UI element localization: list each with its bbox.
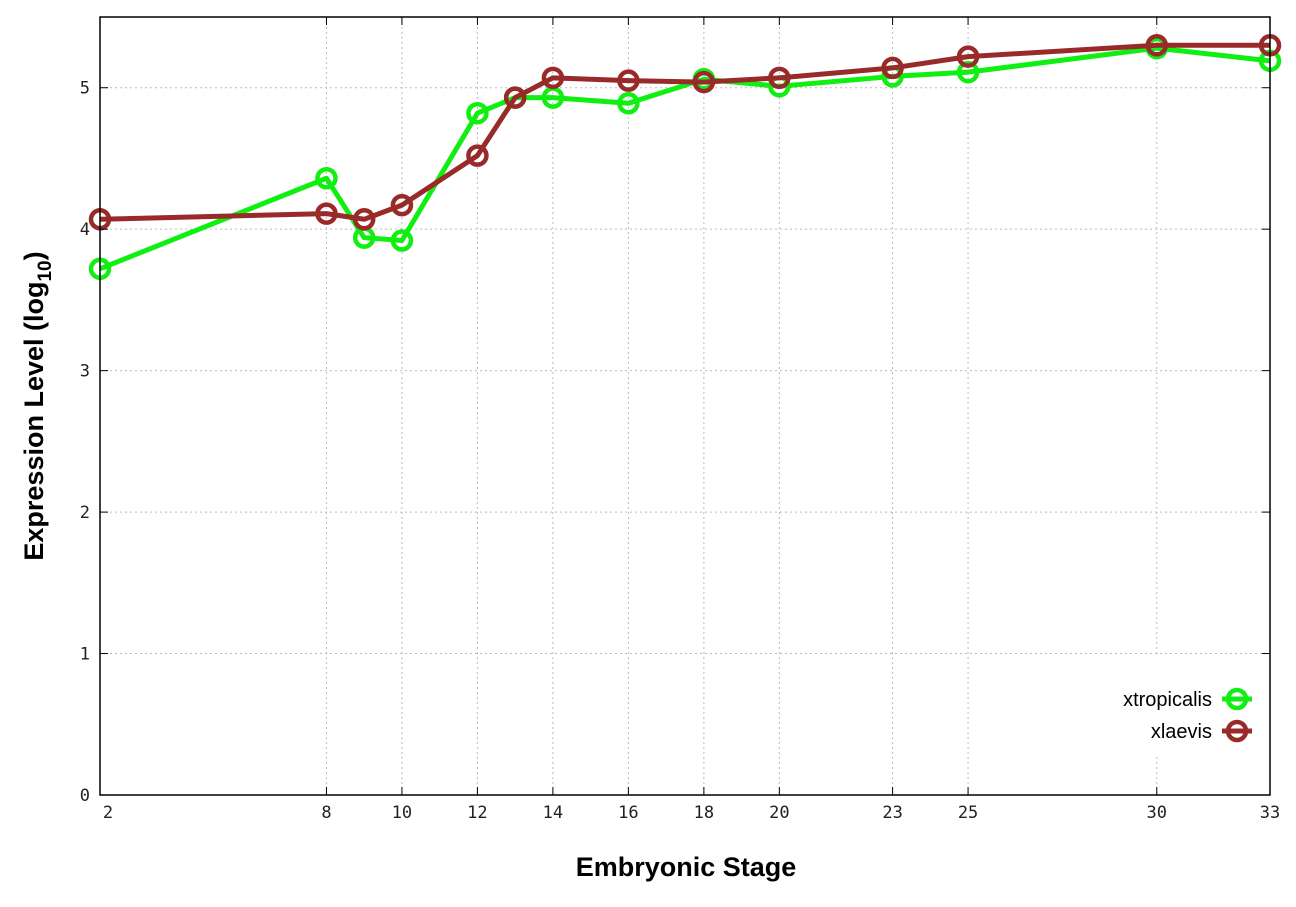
x-tick-label: 25 bbox=[958, 803, 978, 823]
data-point-xlaevis bbox=[956, 45, 980, 68]
data-point-xlaevis bbox=[541, 66, 565, 90]
data-point-xtropicalis bbox=[315, 167, 338, 190]
series-layer bbox=[88, 34, 1282, 281]
x-tick-label: 8 bbox=[321, 803, 331, 823]
series-xtropicalis bbox=[88, 36, 1282, 281]
x-tick-label: 2 bbox=[103, 803, 113, 823]
legend-marker-xtropicalis bbox=[1225, 687, 1249, 711]
data-point-xlaevis bbox=[390, 193, 414, 217]
x-tick-label: 14 bbox=[543, 803, 563, 823]
data-point-xlaevis bbox=[768, 66, 791, 90]
y-tick-label: 0 bbox=[80, 786, 90, 806]
plot-border bbox=[99, 16, 1271, 796]
data-point-xlaevis bbox=[315, 202, 338, 225]
y-tick-label: 1 bbox=[80, 645, 90, 665]
x-tick-label: 18 bbox=[694, 803, 714, 823]
data-point-xtropicalis bbox=[617, 92, 640, 115]
x-tick-label: 23 bbox=[882, 803, 902, 823]
legend-label-xlaevis: xlaevis bbox=[1151, 721, 1212, 743]
y-tick-label: 5 bbox=[80, 79, 90, 99]
x-tick-label: 12 bbox=[467, 803, 487, 823]
x-axis-label: Embryonic Stage bbox=[576, 852, 797, 882]
data-point-xlaevis bbox=[1145, 34, 1169, 57]
x-tick-label: 30 bbox=[1147, 803, 1167, 823]
y-tick-label: 3 bbox=[80, 362, 90, 382]
y-axis-label: Expression Level (log10) bbox=[19, 251, 56, 560]
data-point-xtropicalis bbox=[956, 60, 980, 84]
data-point-xlaevis bbox=[352, 208, 376, 231]
x-tick-label: 33 bbox=[1260, 803, 1280, 823]
x-tick-label: 10 bbox=[392, 803, 412, 823]
y-tick-label: 2 bbox=[80, 503, 90, 523]
data-point-xlaevis bbox=[692, 70, 716, 94]
data-point-xlaevis bbox=[881, 56, 904, 80]
legend-label-xtropicalis: xtropicalis bbox=[1123, 689, 1212, 711]
legend: xtropicalis xlaevis bbox=[1123, 687, 1252, 743]
y-axis-label-subscript: 10 bbox=[35, 260, 56, 281]
data-point-xlaevis bbox=[466, 144, 489, 167]
series-line-xtropicalis bbox=[99, 45, 1271, 272]
x-tick-label: 16 bbox=[618, 803, 638, 823]
data-point-xlaevis bbox=[503, 86, 527, 109]
x-tick-label: 20 bbox=[769, 803, 789, 823]
y-tick-label: 4 bbox=[80, 220, 90, 240]
data-point-xlaevis bbox=[617, 69, 640, 92]
legend-marker-xlaevis bbox=[1225, 719, 1249, 743]
data-point-xtropicalis bbox=[466, 101, 489, 125]
data-point-xtropicalis bbox=[390, 229, 414, 252]
series-line-xlaevis bbox=[99, 42, 1270, 222]
